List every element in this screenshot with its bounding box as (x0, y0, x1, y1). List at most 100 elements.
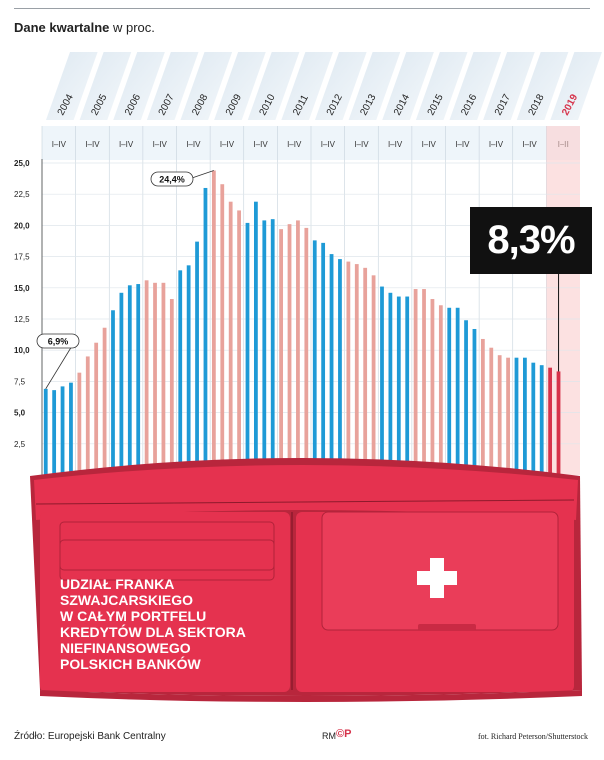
year-band: 2004 2005 2006 2007 2008 2009 2010 2011 2012 2013… (42, 52, 602, 122)
bar (523, 357, 527, 475)
year-cell (113, 52, 165, 120)
bar (422, 289, 426, 475)
quarter-label: I–IV (186, 140, 201, 149)
quarter-label: I–IV (321, 140, 336, 149)
chart-unit: w proc. (113, 20, 155, 35)
year-cell (483, 52, 535, 120)
bar (85, 356, 90, 475)
callout-box (36, 333, 80, 349)
chart-header: Dane kwartalne w proc. (14, 20, 155, 35)
chart-title: Dane kwartalne (14, 20, 110, 35)
year-cell (348, 52, 401, 120)
y-tick-label: 2,5 (14, 440, 26, 449)
bar (60, 386, 65, 475)
bar (245, 222, 250, 475)
bar (220, 184, 225, 475)
bar (312, 240, 317, 475)
bar (396, 296, 401, 475)
year-cell (382, 52, 434, 120)
bar (279, 229, 284, 475)
y-tick-label: 22,5 (14, 190, 30, 199)
rm-mark: RM (322, 731, 336, 741)
year-cell (415, 52, 468, 120)
quarter-label: I–IV (422, 140, 437, 149)
bar (161, 282, 166, 475)
bar (430, 299, 435, 475)
wallet-zip-line (35, 499, 575, 505)
year-cell (214, 52, 266, 120)
copyright-mark: ©P (336, 728, 352, 740)
last-value-box: 8,3% (470, 207, 592, 274)
bar (363, 267, 368, 475)
quarter-label: I–IV (119, 140, 134, 149)
wallet-bottom (40, 690, 582, 702)
bar (153, 282, 157, 475)
year-cell (146, 52, 199, 120)
bar (514, 357, 519, 475)
bar (380, 286, 384, 475)
bar (556, 371, 561, 475)
bar (539, 365, 544, 475)
wallet-left-panel (40, 512, 290, 692)
bar (438, 305, 443, 475)
year-cell (449, 52, 502, 120)
callout-label: 24,4% (159, 175, 185, 185)
bar (338, 259, 342, 475)
year-cell (79, 52, 132, 120)
photo-credit: fot. Richard Peterson/Shutterstock (478, 732, 588, 741)
y-tick-label: 25,0 (14, 159, 30, 168)
year-cell (550, 52, 602, 120)
bar (237, 210, 241, 475)
bar (211, 170, 216, 475)
bar (254, 201, 258, 476)
quarter-label: I–IV (354, 140, 369, 149)
bar (69, 382, 73, 475)
wallet-illustration (30, 458, 582, 702)
quarter-label: I–IV (52, 140, 67, 149)
quarter-label: I–IV (153, 140, 168, 149)
bar (119, 292, 124, 475)
bar (464, 320, 468, 475)
bar (455, 307, 460, 475)
wallet-top-flap (34, 465, 578, 520)
bar (497, 355, 502, 475)
bar (77, 372, 82, 475)
bar (304, 227, 309, 475)
bar (43, 388, 48, 475)
y-tick-label: 12,5 (14, 315, 30, 324)
bar (413, 289, 418, 475)
year-cell (315, 52, 367, 120)
bar (144, 280, 149, 475)
bar (169, 299, 174, 475)
bar (270, 219, 275, 475)
bar (354, 264, 359, 475)
bar (102, 327, 107, 475)
wallet-caption: UDZIAŁ FRANKA SZWAJCARSKIEGO W CAŁYM POR… (60, 576, 246, 672)
bar (111, 310, 115, 475)
bar (346, 261, 351, 475)
bar (548, 367, 553, 475)
quarter-label: I–IV (522, 140, 537, 149)
callout-box (150, 171, 194, 187)
bar (321, 242, 326, 475)
quarter-label: I–IV (253, 140, 268, 149)
quarter-label: I–IV (85, 140, 100, 149)
y-tick-label: 10,0 (14, 346, 30, 355)
quarter-label: I–IV (388, 140, 403, 149)
bar (329, 254, 334, 475)
card-slot (59, 539, 275, 581)
y-tick-label: 20,0 (14, 221, 30, 230)
bar (52, 390, 57, 475)
top-rule (14, 8, 590, 9)
swiss-cross-icon (417, 571, 457, 585)
callout-leader (45, 340, 76, 390)
bar (296, 220, 300, 475)
bar (94, 342, 99, 475)
bar (203, 187, 208, 475)
year-cell (180, 52, 233, 120)
quarter-label: I–IV (287, 140, 302, 149)
bar (262, 220, 267, 475)
y-tick-label: 15,0 (14, 284, 30, 293)
bar (178, 270, 183, 475)
